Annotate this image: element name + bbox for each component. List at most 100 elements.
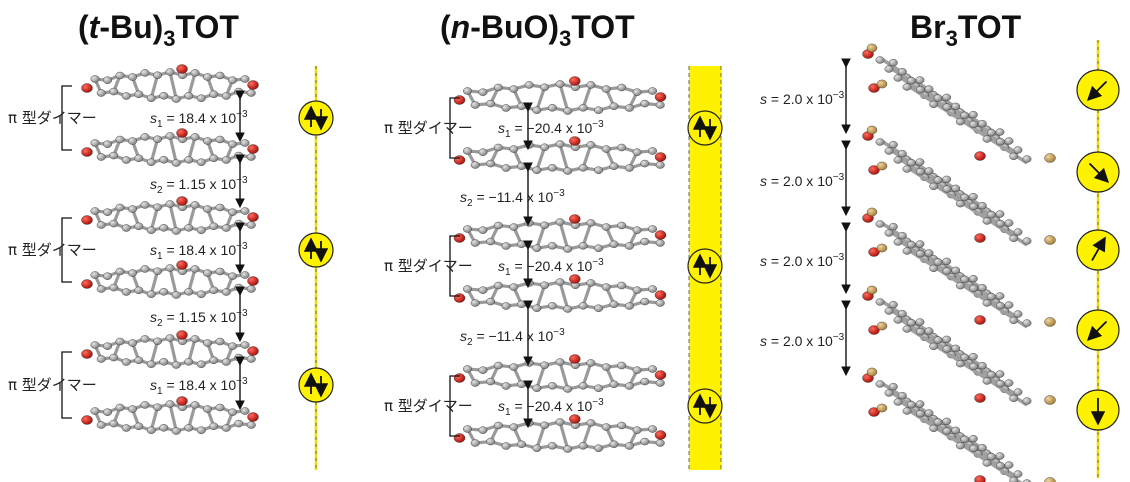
oxygen-atom — [569, 214, 581, 224]
carbon-atom — [594, 304, 604, 312]
carbon-atom — [655, 379, 665, 387]
oxygen-atom — [974, 315, 986, 325]
carbon-atom — [532, 244, 542, 252]
carbon-atom — [995, 462, 1005, 470]
carbon-atom — [547, 242, 557, 250]
carbon-atom — [196, 158, 206, 166]
carbon-atom — [640, 159, 650, 168]
carbon-atom — [897, 310, 907, 318]
spin-pair-antiparallel — [298, 367, 334, 403]
carbon-atom — [221, 288, 231, 296]
carbon-atom — [617, 143, 627, 152]
carbon-atom — [246, 285, 256, 293]
carbon-atom — [109, 353, 119, 362]
spin-arrow — [1086, 80, 1108, 102]
carbon-atom — [227, 408, 237, 416]
carbon-atom — [902, 407, 912, 415]
carbon-atom — [1004, 301, 1014, 309]
carbon-atom — [586, 219, 596, 227]
carbon-atom — [640, 237, 650, 246]
carbon-atom — [184, 224, 194, 232]
carbon-atom — [215, 337, 225, 346]
carbon-atom — [246, 221, 256, 229]
oxygen-atom — [569, 274, 581, 284]
carbon-atom — [578, 382, 588, 390]
carbon-atom — [509, 423, 519, 431]
carbon-atom — [202, 73, 212, 81]
carbon-atom — [532, 304, 542, 312]
carbon-atom — [968, 275, 978, 283]
carbon-atom — [632, 426, 642, 434]
carbon-atom — [159, 288, 169, 296]
carbon-atom — [127, 205, 137, 213]
carbon-atom — [915, 410, 925, 418]
carbon-atom — [875, 56, 885, 64]
oxygen-atom — [868, 165, 880, 175]
tot-molecule — [81, 64, 259, 103]
oxygen-atom — [81, 83, 93, 93]
carbon-atom — [655, 239, 665, 247]
carbon-atom — [609, 162, 619, 170]
carbon-atom — [96, 89, 106, 97]
carbon-atom — [227, 342, 237, 350]
spin-pair-antiparallel — [687, 248, 723, 284]
carbon-atom — [159, 156, 169, 164]
carbon-atom — [140, 69, 150, 77]
carbon-atom — [547, 302, 557, 310]
coupling-label: s = 2.0 x 10−3 — [760, 172, 845, 189]
pi-dimer-label: π 型ダイマー — [8, 376, 97, 394]
carbon-atom — [501, 164, 511, 172]
carbon-atom — [624, 104, 634, 112]
carbon-atom — [190, 133, 200, 141]
carbon-atom — [893, 316, 903, 324]
carbon-atom — [563, 305, 573, 313]
carbon-atom — [227, 140, 237, 148]
carbon-atom — [109, 151, 119, 160]
carbon-atom — [146, 290, 156, 298]
carbon-atom — [234, 419, 244, 428]
carbon-atom — [609, 300, 619, 308]
carbon-atom — [96, 285, 106, 293]
carbon-atom — [171, 227, 181, 235]
carbon-atom — [159, 424, 169, 432]
carbon-atom — [547, 164, 557, 172]
oxygen-atom — [654, 152, 667, 162]
br3tot-molecule — [862, 207, 1056, 329]
carbon-atom — [933, 336, 943, 344]
carbon-atom — [134, 222, 144, 230]
carbon-atom — [586, 419, 596, 427]
carbon-atom — [493, 143, 503, 152]
carbon-atom — [190, 401, 200, 409]
spin-arrow — [1091, 236, 1106, 261]
carbon-atom — [1022, 479, 1032, 482]
oxygen-atom — [974, 151, 986, 161]
carbon-atom — [902, 247, 912, 255]
coupling-label: s = 2.0 x 10−3 — [760, 90, 845, 107]
carbon-atom — [1004, 379, 1014, 387]
oxygen-atom — [81, 215, 93, 225]
oxygen-atom — [569, 76, 581, 86]
oxygen-atom — [654, 92, 667, 102]
carbon-atom — [146, 226, 156, 234]
carbon-atom — [146, 158, 156, 166]
carbon-atom — [240, 341, 250, 349]
carbon-atom — [96, 221, 106, 229]
carbon-atom — [509, 145, 519, 153]
coupling-label: s1 = −20.4 x 10−3 — [498, 257, 604, 278]
carbon-atom — [90, 407, 100, 415]
carbon-atom — [127, 73, 137, 81]
oxygen-atom — [569, 136, 581, 146]
panel-title: (n-BuO)3TOT — [440, 9, 635, 51]
carbon-atom — [463, 87, 473, 95]
oxygen-atom — [247, 80, 259, 90]
tot-molecule — [453, 136, 667, 175]
carbon-atom — [152, 403, 162, 411]
carbon-atom — [632, 88, 642, 96]
br3tot-molecule — [862, 125, 1056, 247]
carbon-atom — [478, 366, 488, 374]
carbon-atom — [875, 380, 885, 388]
carbon-atom — [152, 337, 162, 345]
carbon-atom — [1013, 388, 1023, 396]
carbon-atom — [648, 365, 658, 373]
carbon-atom — [165, 132, 175, 140]
